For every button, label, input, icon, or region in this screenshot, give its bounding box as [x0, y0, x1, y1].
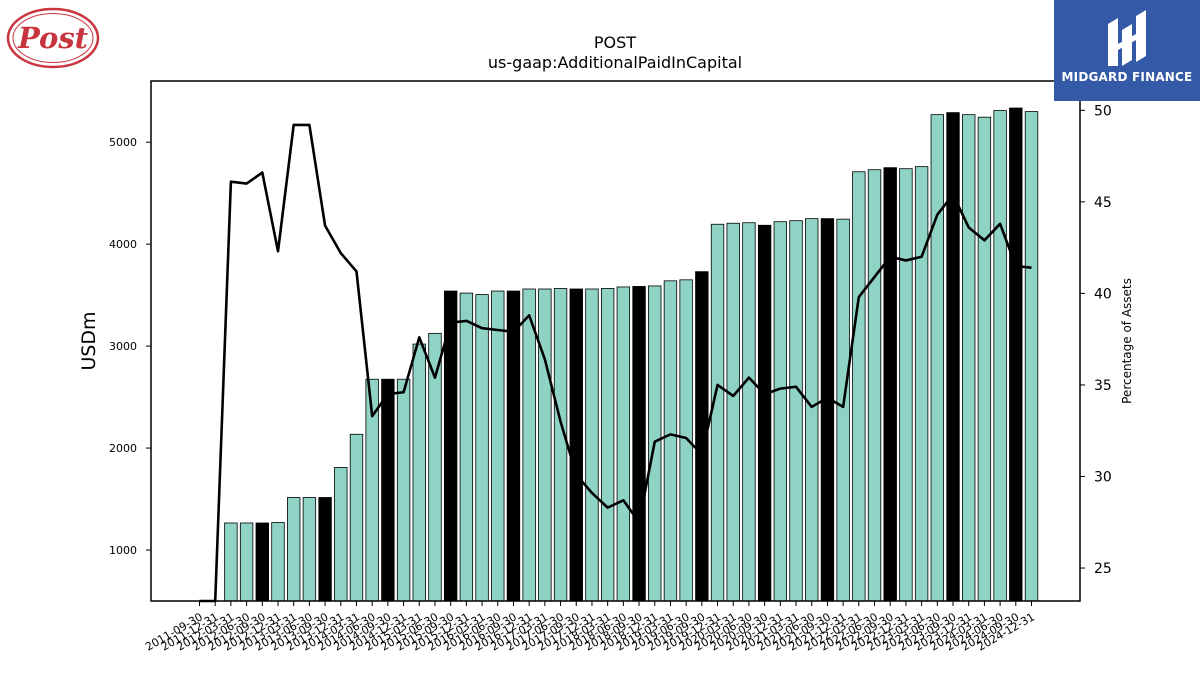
x-axis: 2011-09-302011-12-312012-03-312012-06-30…: [143, 601, 1037, 654]
bar-2023-09-30: [946, 112, 960, 602]
y2-tick-label: 45: [1094, 195, 1112, 211]
bar-2023-06-30: [930, 114, 944, 602]
bar-2012-06-30: [239, 522, 254, 602]
bar-2014-09-30: [381, 378, 395, 602]
bar-2021-06-30: [805, 218, 819, 602]
chart-title: POST: [594, 33, 636, 52]
bar-2021-09-30: [820, 218, 835, 602]
bar-2015-03-31: [412, 343, 426, 602]
line-series: [199, 123, 1032, 603]
midgard-logo-icon: [1108, 10, 1146, 66]
post-logo: Post: [6, 7, 100, 69]
bar-2024-03-31: [977, 116, 992, 602]
midgard-finance-watermark: MIDGARD FINANCE: [1054, 0, 1200, 101]
bar-2024-12-31: [1024, 111, 1039, 602]
bar-2015-12-31: [459, 292, 474, 602]
bar-2012-12-31: [271, 522, 285, 602]
bar-2017-09-30: [569, 288, 583, 602]
bar-series: [224, 107, 1039, 602]
bar-2018-03-31: [600, 288, 615, 602]
y2-tick-label: 25: [1094, 561, 1112, 577]
bar-2021-03-31: [789, 220, 803, 602]
y-tick-label: 2000: [109, 442, 137, 455]
bar-2013-12-31: [334, 467, 348, 602]
midgard-text: MIDGARD FINANCE: [1061, 70, 1193, 84]
bar-2022-12-31: [899, 168, 913, 602]
y-tick-label: 3000: [109, 340, 137, 353]
bar-2012-03-31: [224, 522, 238, 602]
bar-2013-06-30: [302, 497, 317, 602]
bar-2016-06-30: [491, 290, 505, 602]
bar-2019-12-31: [710, 223, 725, 602]
bar-2024-06-30: [993, 110, 1007, 602]
bar-2023-12-31: [962, 114, 976, 602]
y-tick-label: 1000: [109, 544, 137, 557]
bar-2020-12-31: [773, 221, 788, 602]
bar-2022-03-31: [852, 171, 866, 602]
bar-2021-12-31: [836, 218, 850, 602]
y-tick-label: 4000: [109, 238, 137, 251]
y2-tick-label: 50: [1094, 103, 1112, 119]
bar-2024-09-30: [1009, 107, 1023, 602]
bar-2019-03-31: [663, 280, 678, 602]
y-axis-title-right: Percentage of Assets: [1120, 278, 1134, 404]
bar-2023-03-31: [914, 166, 929, 602]
bar-2018-09-30: [632, 286, 646, 602]
bar-2016-03-31: [475, 294, 489, 602]
y-tick-label: 5000: [109, 136, 137, 149]
bar-2022-09-30: [883, 167, 897, 602]
bar-2014-03-31: [349, 433, 364, 602]
bar-2017-12-31: [585, 288, 599, 602]
bar-2016-09-30: [506, 290, 521, 602]
y-axis-title-left: USDm: [78, 311, 100, 370]
y2-tick-label: 40: [1094, 286, 1112, 302]
plot-frame: [150, 80, 1081, 602]
bar-2013-03-31: [287, 497, 301, 602]
chart-subtitle: us-gaap:AdditionalPaidInCapital: [488, 53, 742, 72]
bar-2016-12-31: [522, 288, 536, 602]
bar-2022-06-30: [867, 169, 882, 602]
percentage-of-assets-line: [199, 123, 1032, 603]
y2-tick-label: 30: [1094, 469, 1112, 485]
bar-2018-06-30: [616, 286, 631, 602]
post-logo-text: Post: [17, 21, 89, 55]
bar-2019-06-30: [679, 279, 693, 602]
y-axis-right: 25 30 35 40 45 50: [1080, 103, 1112, 577]
bar-2017-06-30: [553, 288, 568, 602]
bar-2020-06-30: [742, 222, 756, 602]
y2-tick-label: 35: [1094, 378, 1112, 394]
bar-2017-03-31: [538, 288, 552, 602]
bar-2013-09-30: [318, 497, 332, 602]
bar-2014-12-31: [396, 378, 411, 602]
bar-2020-09-30: [757, 224, 772, 602]
bar-2020-03-31: [726, 222, 740, 602]
bar-2012-09-30: [255, 522, 269, 602]
y-axis-left: 1000 2000 3000 4000 5000: [109, 136, 151, 557]
